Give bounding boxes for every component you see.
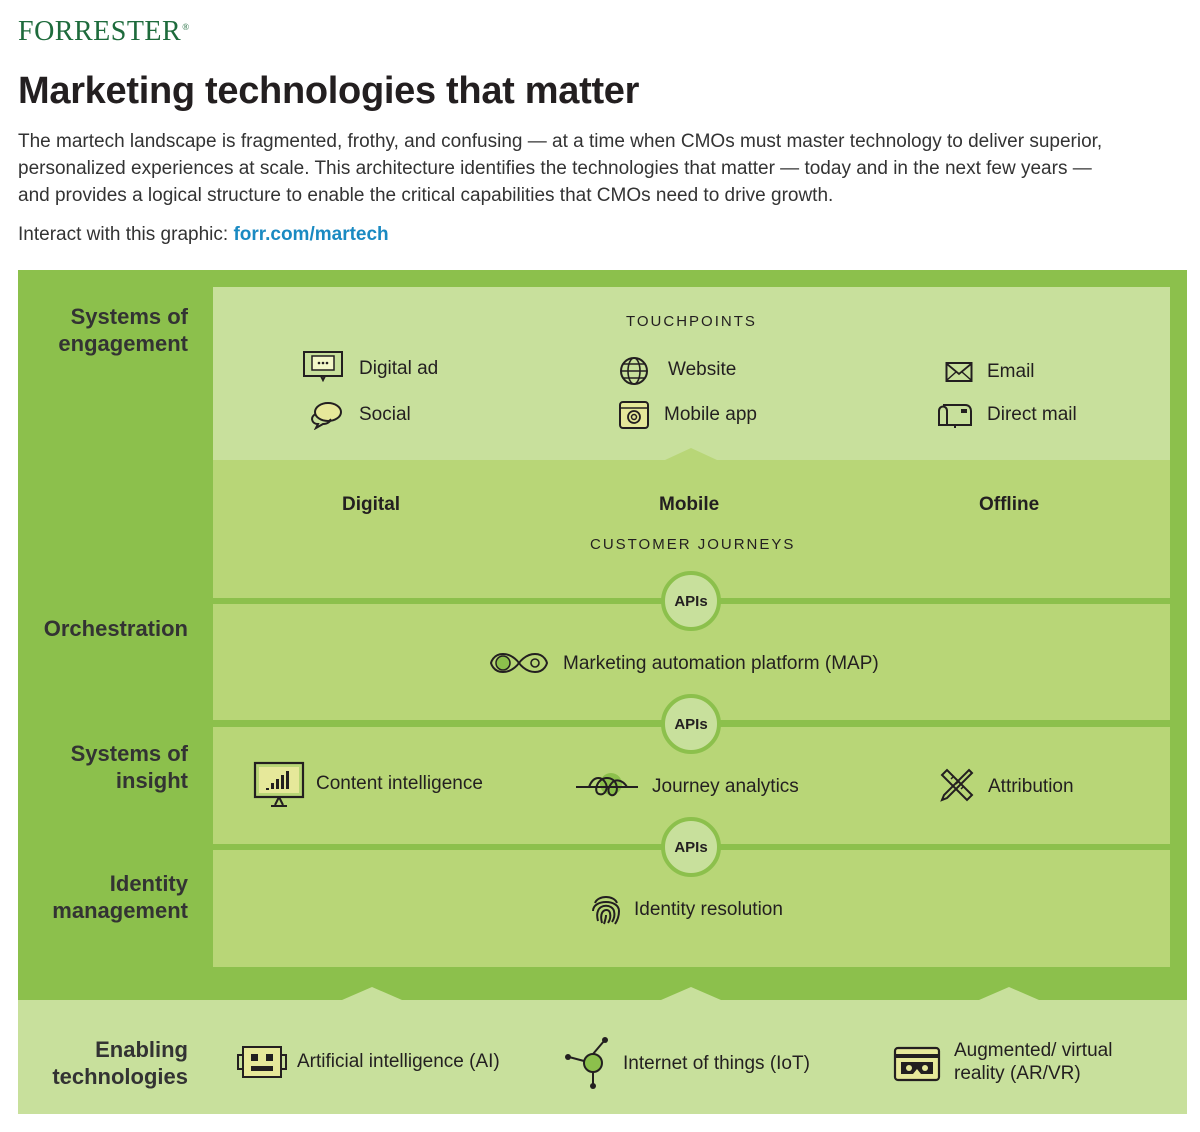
enabling-ar-vr: Augmented/ virtual reality (AR/VR)	[954, 1040, 1113, 1084]
mailbox-icon	[937, 401, 973, 429]
label-identity-management: Identity management	[52, 870, 188, 924]
globe-icon	[618, 355, 650, 387]
touchpoint-mobile-app: Mobile app	[664, 404, 757, 425]
label-text: Systems of engagement	[58, 304, 188, 356]
identity-resolution: Identity resolution	[634, 899, 783, 920]
label-orchestration: Orchestration	[43, 616, 188, 641]
iot-network-icon	[564, 1037, 612, 1089]
touchpoint-arrow	[665, 448, 717, 460]
enabling-arrow-1	[342, 987, 402, 1000]
enabling-arrow-2	[661, 987, 721, 1000]
enabling-arrow-3	[979, 987, 1039, 1000]
enabling-band	[18, 1000, 1187, 1114]
social-chat-icon	[308, 400, 344, 430]
touchpoints-panel	[213, 287, 1170, 460]
touchpoints-heading: TOUCHPOINTS	[626, 313, 757, 330]
touchpoint-email: Email	[987, 361, 1035, 382]
insight-content-intelligence: Content intelligence	[316, 773, 483, 794]
fingerprint-icon	[589, 891, 623, 927]
api-connector-2: APIs	[661, 694, 721, 754]
mobile-app-icon	[618, 400, 650, 430]
insight-attribution: Attribution	[988, 776, 1074, 797]
interact-line: Interact with this graphic: forr.com/mar…	[18, 224, 389, 246]
intro-paragraph: The martech landscape is fragmented, fro…	[18, 131, 1103, 206]
martech-link[interactable]: forr.com/martech	[233, 224, 389, 245]
journey-column-mobile: Mobile	[659, 494, 720, 515]
label-enabling-technologies: Enabling technologies	[52, 1036, 188, 1090]
page-title: Marketing technologies that matter	[18, 70, 640, 112]
touchpoint-website: Website	[668, 359, 737, 380]
touchpoint-digital-ad: Digital ad	[359, 358, 439, 379]
forrester-logo: FORRESTER®	[18, 16, 190, 48]
email-icon	[945, 361, 973, 383]
logo-text: FORRESTER	[18, 16, 182, 47]
customer-journeys-heading: CUSTOMER JOURNEYS	[590, 536, 796, 553]
map-loop-icon	[489, 650, 549, 676]
enabling-iot: Internet of things (IoT)	[623, 1053, 810, 1074]
journey-column-digital: Digital	[342, 494, 401, 515]
insight-journey-analytics: Journey analytics	[652, 776, 799, 797]
label-text: Identity management	[52, 871, 188, 923]
digital-ad-icon	[302, 350, 344, 382]
touchpoint-direct-mail: Direct mail	[987, 404, 1077, 425]
interact-label: Interact with this graphic:	[18, 224, 234, 245]
vr-headset-icon	[893, 1046, 941, 1082]
enabling-ai: Artificial intelligence (AI)	[297, 1051, 500, 1072]
ai-robot-icon	[237, 1045, 287, 1079]
label-systems-of-insight: Systems of insight	[71, 740, 188, 794]
api-connector-1: APIs	[661, 571, 721, 631]
content-intelligence-icon	[253, 761, 305, 809]
label-text: Systems of insight	[70, 741, 188, 793]
label-text: Enabling technologies	[52, 1037, 188, 1089]
touchpoint-social: Social	[359, 404, 411, 425]
label-systems-of-engagement: Systems of engagement	[58, 303, 188, 357]
api-connector-3: APIs	[661, 817, 721, 877]
attribution-ruler-pencil-icon	[939, 767, 975, 803]
orchestration-map: Marketing automation platform (MAP)	[563, 653, 879, 674]
journey-column-offline: Offline	[979, 494, 1040, 515]
registered-mark: ®	[182, 21, 190, 32]
journey-analytics-icon	[575, 770, 639, 800]
